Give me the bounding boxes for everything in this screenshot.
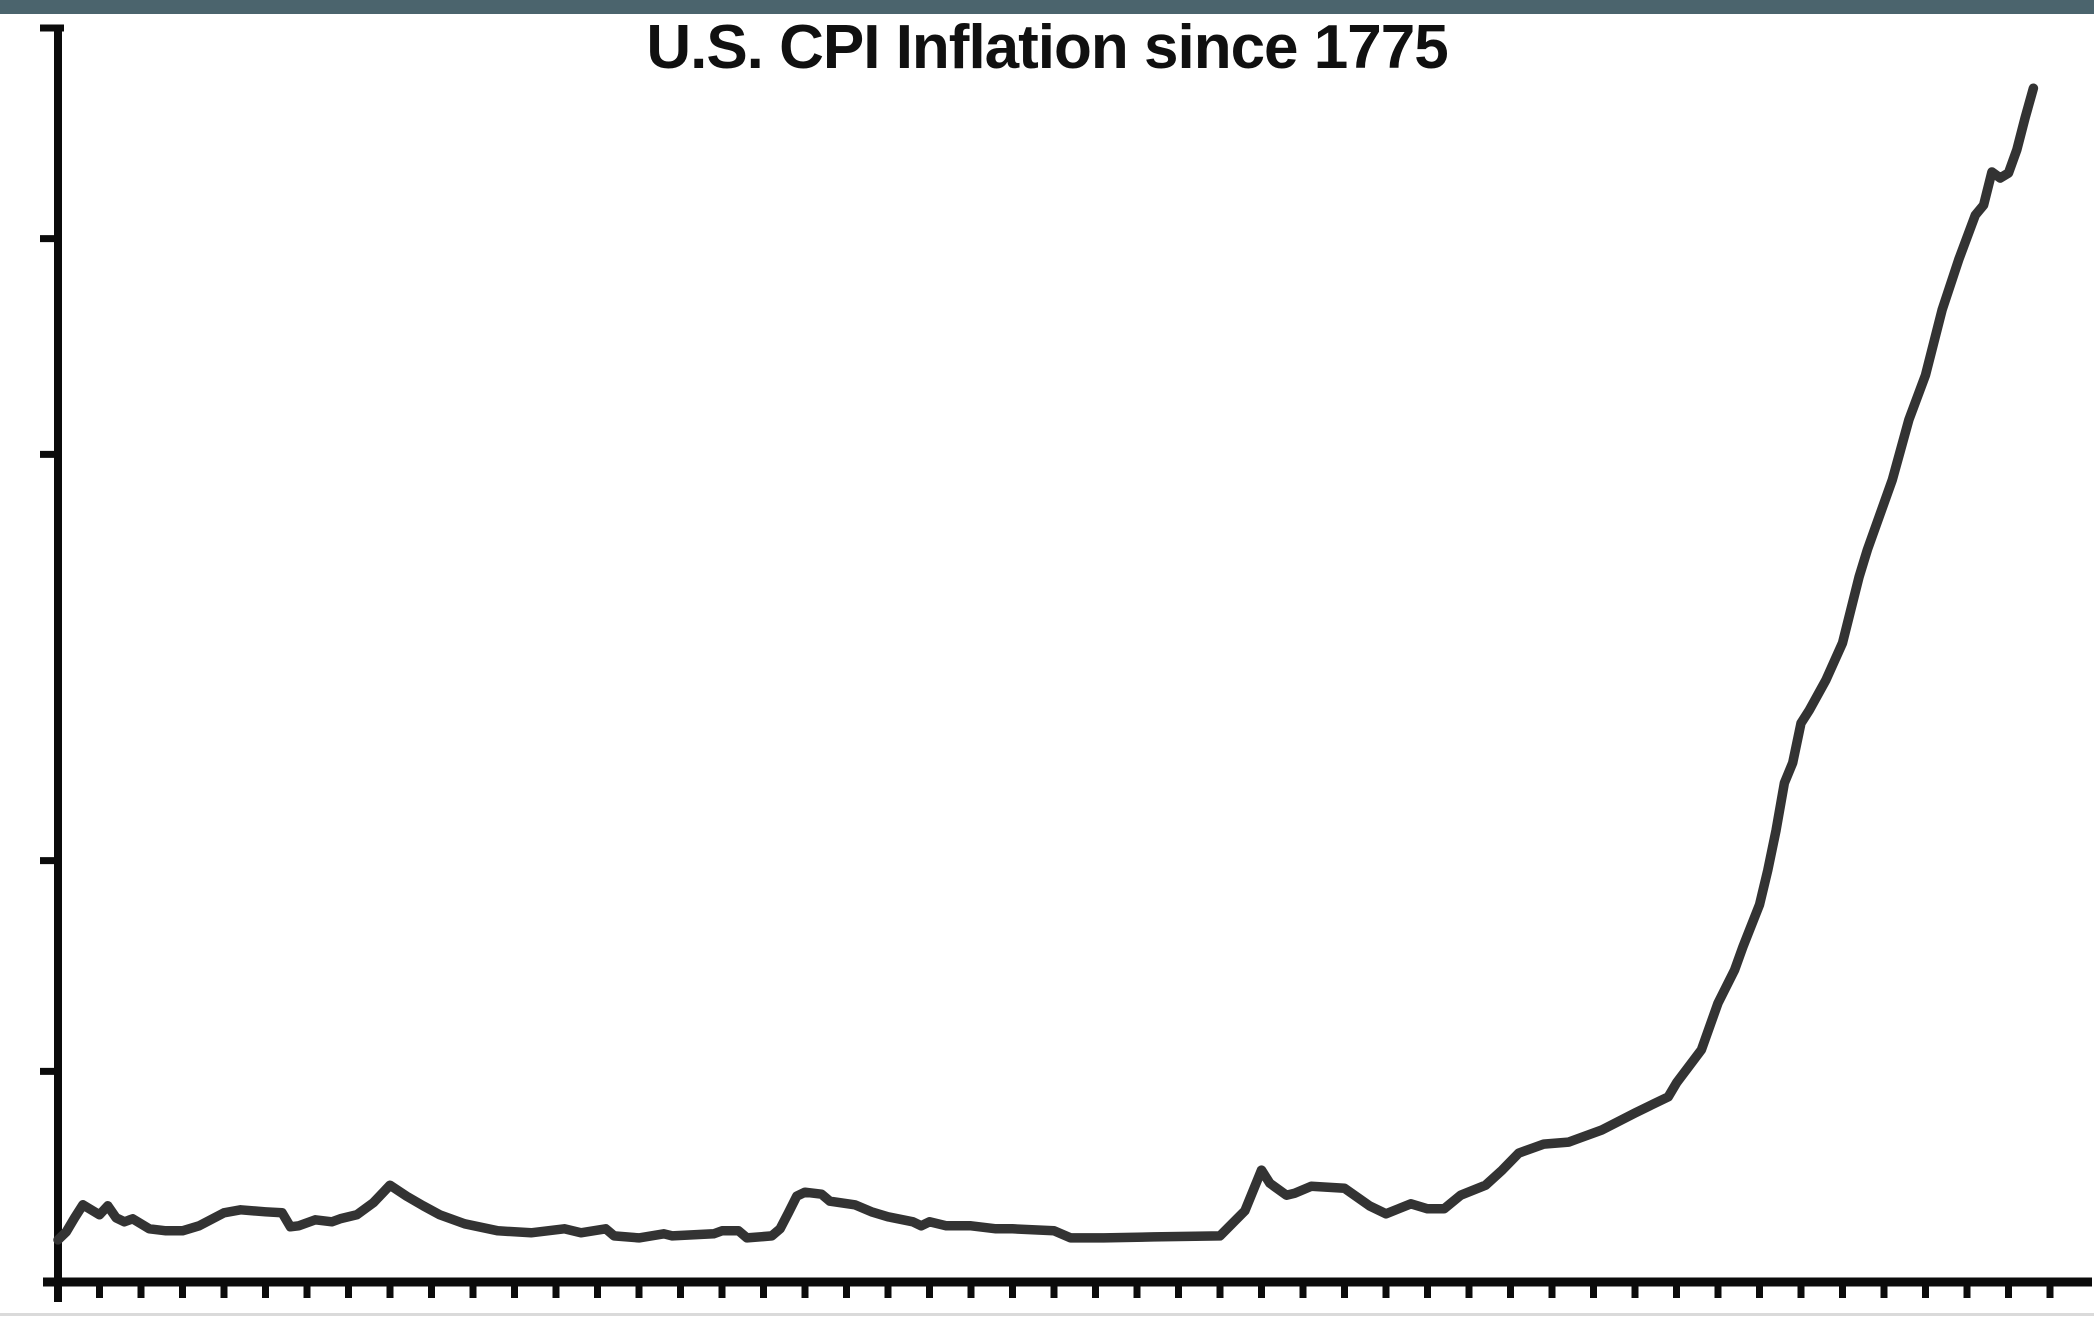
bottom-edge-line (0, 1313, 2094, 1316)
cpi-data-line (53, 83, 2039, 1245)
chart-title: U.S. CPI Inflation since 1775 (646, 13, 1448, 82)
top-accent-bar (0, 0, 2094, 14)
